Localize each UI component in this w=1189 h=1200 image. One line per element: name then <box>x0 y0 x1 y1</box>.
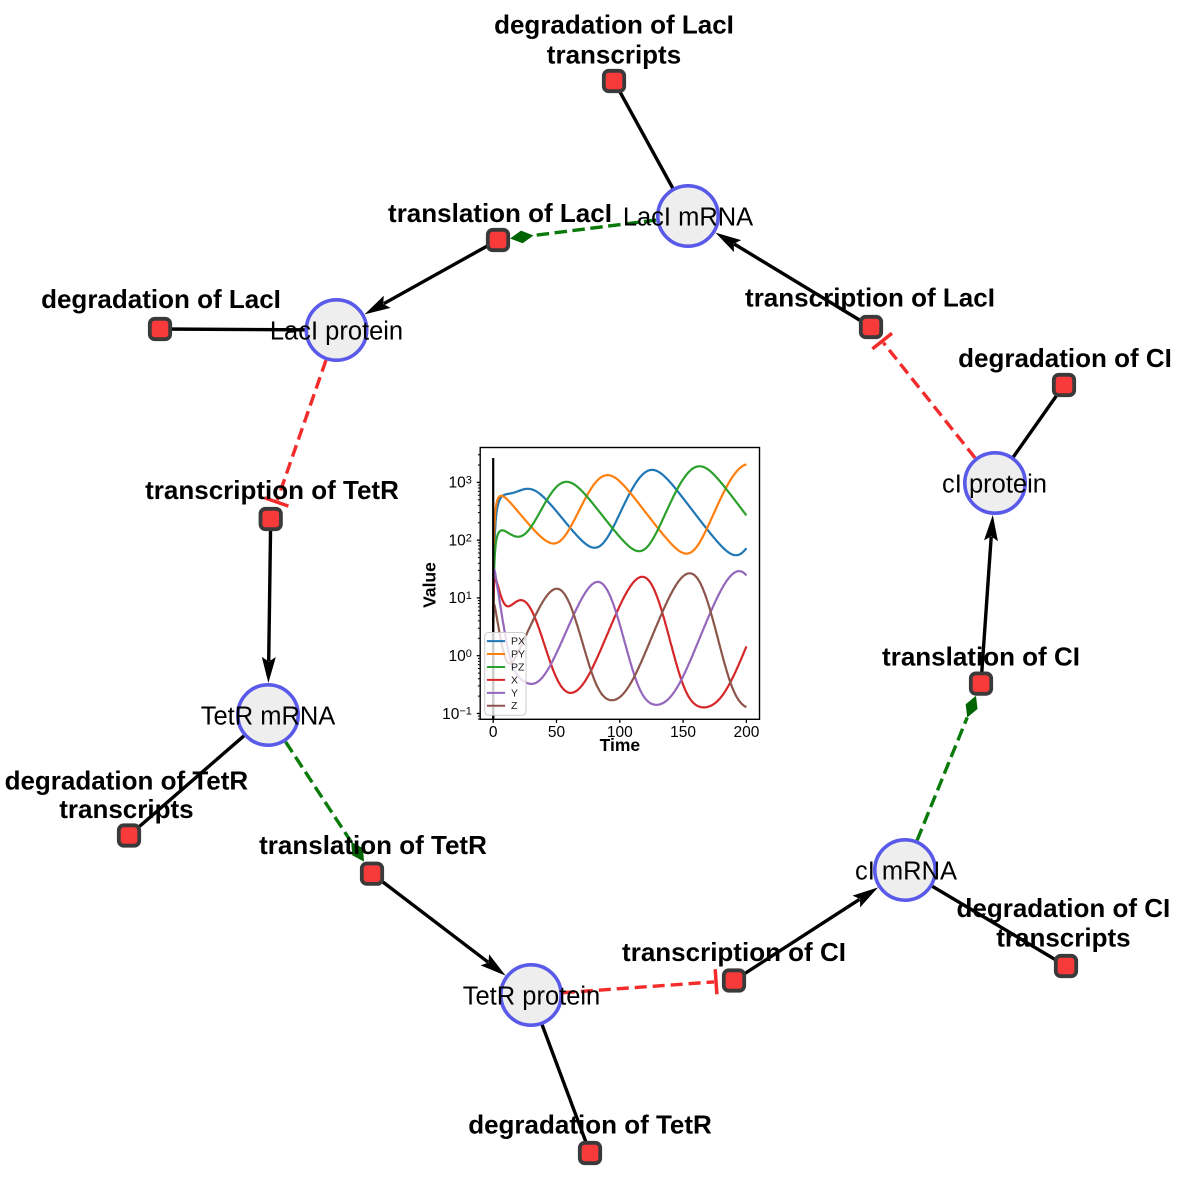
svg-text:transcription of TetR: transcription of TetR <box>145 475 399 505</box>
svg-text:translation of TetR: translation of TetR <box>259 830 487 860</box>
svg-text:X: X <box>511 674 518 686</box>
svg-text:101: 101 <box>449 590 472 607</box>
svg-text:transcripts: transcripts <box>547 39 681 69</box>
svg-text:cI mRNA: cI mRNA <box>855 857 957 885</box>
svg-text:Z: Z <box>511 700 518 712</box>
svg-text:degradation of LacI: degradation of LacI <box>41 284 281 314</box>
svg-text:PX: PX <box>511 636 525 648</box>
svg-text:LacI mRNA: LacI mRNA <box>623 203 753 231</box>
svg-text:100: 100 <box>607 724 633 741</box>
svg-text:150: 150 <box>670 724 696 741</box>
svg-text:50: 50 <box>548 724 566 741</box>
svg-text:TetR mRNA: TetR mRNA <box>201 702 336 730</box>
svg-text:10−1: 10−1 <box>442 706 472 723</box>
svg-text:PY: PY <box>511 648 525 660</box>
svg-text:degradation of CI: degradation of CI <box>958 343 1172 373</box>
svg-text:LacI protein: LacI protein <box>270 317 403 345</box>
svg-text:transcripts: transcripts <box>996 923 1130 953</box>
svg-text:100: 100 <box>449 648 472 665</box>
svg-text:degradation of TetR: degradation of TetR <box>5 766 249 796</box>
svg-text:translation of LacI: translation of LacI <box>388 198 612 228</box>
svg-text:degradation of TetR: degradation of TetR <box>468 1110 712 1140</box>
svg-text:200: 200 <box>733 724 759 741</box>
svg-text:103: 103 <box>449 475 472 492</box>
svg-text:Y: Y <box>511 687 518 699</box>
svg-text:transcription of LacI: transcription of LacI <box>745 283 995 313</box>
svg-text:transcription of CI: transcription of CI <box>622 937 846 967</box>
svg-text:Value: Value <box>420 562 440 608</box>
svg-text:degradation of CI: degradation of CI <box>957 893 1171 923</box>
svg-text:PZ: PZ <box>511 661 525 673</box>
svg-text:Time: Time <box>600 735 641 755</box>
svg-text:translation of CI: translation of CI <box>882 641 1080 671</box>
svg-text:degradation of LacI: degradation of LacI <box>494 10 734 40</box>
svg-text:TetR protein: TetR protein <box>463 982 601 1010</box>
svg-text:transcripts: transcripts <box>59 794 193 824</box>
svg-text:cI protein: cI protein <box>942 470 1047 498</box>
svg-text:102: 102 <box>449 532 472 549</box>
svg-text:0: 0 <box>489 724 498 741</box>
